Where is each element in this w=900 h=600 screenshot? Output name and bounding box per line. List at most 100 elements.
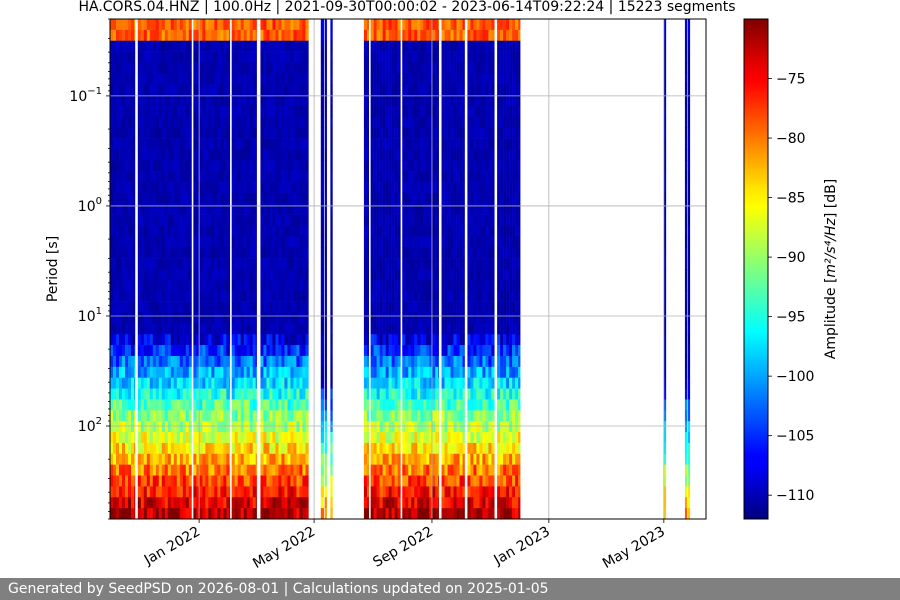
heatmap-cell [405,247,409,259]
heatmap-cell [379,160,383,172]
heatmap-cell [423,312,427,324]
heatmap-cell [217,225,221,237]
heatmap-cell [131,464,135,476]
heatmap-cell [116,203,120,215]
heatmap-cell [394,51,398,63]
heatmap-cell [402,138,406,150]
heatmap-cell [366,290,370,302]
heatmap-cell [260,73,264,85]
heatmap-cell [226,160,230,172]
heatmap-cell [113,410,117,422]
heatmap-cell [176,366,181,378]
heatmap-cell [447,258,451,270]
heatmap-cell [173,269,178,281]
heatmap-cell [411,508,415,519]
heatmap-cell [470,301,474,313]
heatmap-cell [260,334,264,346]
heatmap-cell [128,301,132,313]
heatmap-cell [185,410,190,422]
heatmap-cell [429,345,433,357]
heatmap-cell [485,432,489,444]
heatmap-cell [485,19,489,31]
heatmap-cell [296,497,300,509]
heatmap-cell [441,508,445,519]
heatmap-cell [263,29,267,42]
heatmap-cell [211,312,215,324]
heatmap-cell [417,182,421,194]
heatmap-cell [158,160,163,172]
heatmap-cell [482,192,486,205]
heatmap-cell [182,182,187,194]
heatmap-cell [426,95,430,107]
heatmap-cell [167,236,172,248]
heatmap-cell [405,432,409,444]
heatmap-cell [272,258,276,270]
heatmap-cell [255,105,257,118]
heatmap-cell [441,247,445,259]
heatmap-cell [302,399,306,411]
heatmap-cell [152,84,157,96]
heatmap-cell [438,323,439,335]
heatmap-cell [417,149,421,161]
heatmap-cell [278,508,282,519]
heatmap-cell [116,399,120,411]
heatmap-cell [246,497,250,509]
heatmap-cell [435,442,439,455]
heatmap-cell [269,432,273,444]
heatmap-cell [116,105,120,118]
heatmap-cell [246,182,250,194]
heatmap-cell [456,73,460,85]
heatmap-cell [411,214,415,226]
heatmap-cell [366,258,370,270]
heatmap-cell [149,475,154,487]
heatmap-cell [140,95,145,107]
heatmap-cell [185,279,190,292]
heatmap-cell [405,258,409,270]
heatmap-cell [231,73,235,85]
heatmap-cell [214,247,218,259]
heatmap-cell [299,432,303,444]
heatmap-cell [214,214,218,226]
heatmap-cell [122,258,126,270]
heatmap-cell [281,301,285,313]
heatmap-cell [281,377,285,389]
heatmap-cell [485,388,489,400]
heatmap-cell [488,301,492,313]
heatmap-cell [447,95,451,107]
heatmap-cell [444,247,448,259]
heatmap-cell [196,160,200,172]
heatmap-cell [284,203,288,215]
heatmap-cell [173,410,178,422]
heatmap-cell [296,138,300,150]
heatmap-cell [269,214,273,226]
heatmap-cell [140,508,145,519]
heatmap-cell [429,105,433,118]
heatmap-cell [110,301,114,313]
heatmap-cell [167,19,172,31]
heatmap-cell [391,95,395,107]
heatmap-cell [473,497,477,509]
heatmap-cell [205,453,209,465]
heatmap-cell [161,432,166,444]
heatmap-cell [482,290,486,302]
heatmap-cell [137,442,142,455]
heatmap-cell [426,497,430,509]
heatmap-cell [379,214,383,226]
heatmap-cell [113,29,117,42]
heatmap-cell [420,301,424,313]
heatmap-cell [260,388,264,400]
heatmap-cell [405,19,409,31]
heatmap-cell [272,323,276,335]
heatmap-cell [391,475,395,487]
heatmap-cell [394,508,398,519]
heatmap-cell [255,138,257,150]
heatmap-cell [188,62,192,74]
heatmap-cell [226,475,230,487]
heatmap-cell [164,51,169,63]
heatmap-cell [388,95,392,107]
heatmap-cell [234,464,238,476]
heatmap-cell [379,105,383,118]
heatmap-cell [208,29,212,42]
heatmap-cell [394,84,398,96]
heatmap-cell [149,312,154,324]
